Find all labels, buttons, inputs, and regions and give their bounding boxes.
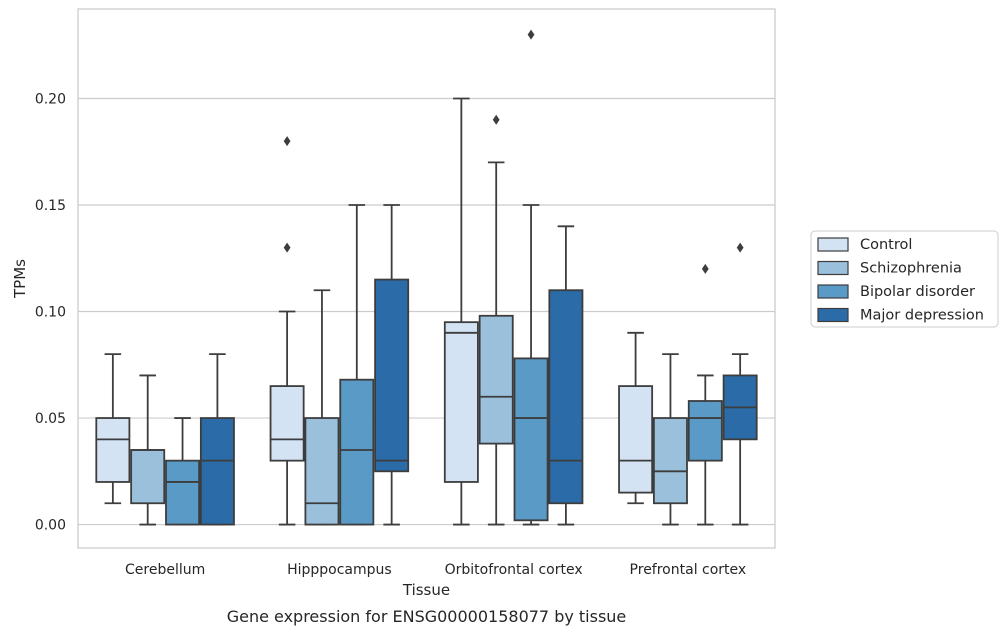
box-iqr (269, 385, 305, 462)
legend-label: Schizophrenia (860, 261, 962, 277)
box-iqr (513, 357, 549, 522)
x-tick-label: Cerebellum (125, 562, 205, 578)
y-tick-label: 0.15 (35, 198, 66, 214)
box-iqr (478, 314, 514, 445)
box-element (269, 136, 305, 526)
box-iqr (374, 278, 410, 473)
y-tick-label: 0.05 (35, 411, 66, 427)
chart-caption: Gene expression for ENSG00000158077 by t… (227, 607, 627, 626)
box-element (652, 353, 688, 526)
outlier-point (527, 29, 535, 40)
outlier-point (283, 136, 291, 147)
box-iqr (443, 321, 479, 483)
series-schizophrenia (130, 114, 688, 526)
y-tick-label: 0.00 (35, 518, 66, 534)
x-tick-label: Prefrontal cortex (630, 562, 747, 578)
legend-frame (810, 230, 999, 328)
box-element (687, 263, 723, 526)
outlier-point (701, 263, 709, 274)
outlier-point (283, 242, 291, 253)
y-axis-ticks: 0.00 0.05 0.10 0.15 0.20 (35, 91, 66, 533)
plot-area-frame (77, 8, 776, 549)
box-element (618, 331, 654, 505)
box-iqr (199, 417, 235, 526)
y-tick-label: 0.10 (35, 305, 66, 321)
legend-swatch (817, 307, 849, 323)
box-element (374, 204, 410, 526)
box-element (165, 417, 201, 526)
series-control (95, 97, 654, 526)
x-tick-label: Hipppocampus (287, 562, 392, 578)
outlier-point (736, 242, 744, 253)
box-element (722, 242, 758, 526)
box-element (339, 204, 375, 526)
box-element (304, 289, 340, 526)
box-iqr (548, 289, 584, 505)
box-element (548, 225, 584, 526)
x-axis-title: Tissue (402, 581, 450, 599)
box-iqr (95, 417, 131, 483)
box-iqr (165, 459, 201, 526)
y-axis-title: TPMs (11, 259, 29, 299)
box-iqr (652, 417, 688, 505)
box-element (95, 353, 131, 505)
series-bipolar-disorder (165, 29, 723, 526)
series-major-depression (199, 204, 758, 526)
legend-swatch (817, 237, 849, 252)
y-tick-label: 0.20 (35, 91, 66, 107)
legend-label: Major depression (860, 308, 984, 324)
boxes-layer (95, 29, 758, 526)
x-axis-ticks: Cerebellum Hipppocampus Orbitofrontal cort… (125, 562, 746, 578)
legend: Control Schizophrenia Bipolar disorder Majo… (810, 230, 999, 328)
legend-swatch (817, 260, 849, 276)
box-element (130, 374, 166, 526)
legend-label: Bipolar disorder (860, 284, 975, 300)
box-element (513, 29, 549, 526)
outlier-point (492, 114, 500, 125)
x-tick-label: Orbitofrontal cortex (445, 562, 583, 578)
box-iqr (618, 385, 654, 494)
legend-label: Control (860, 237, 912, 253)
box-element (478, 114, 514, 526)
box-iqr (339, 378, 375, 526)
box-iqr (687, 400, 723, 462)
legend-swatch (817, 284, 849, 299)
box-iqr (130, 449, 166, 505)
box-element (199, 353, 235, 526)
box-iqr (304, 417, 340, 526)
box-element (443, 97, 479, 526)
